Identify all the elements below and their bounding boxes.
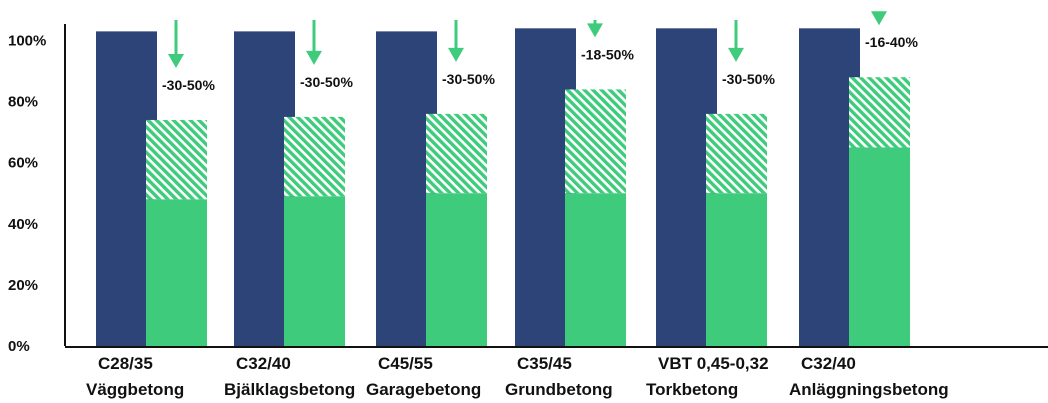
arrow-head-icon [871, 11, 887, 26]
bar-reduction-range [849, 77, 910, 148]
category-code: VBT 0,45-0,32 [658, 354, 769, 373]
y-tick-label: 80% [8, 94, 38, 111]
bar-reduction-range [426, 113, 487, 194]
category-name: Torkbetong [646, 380, 738, 399]
reduction-label: -30-50% [442, 71, 495, 87]
bars-group [96, 28, 910, 347]
bar-reduction-range [146, 119, 207, 200]
bar-reduction-range [565, 89, 626, 194]
y-tick-label: 100% [8, 33, 46, 50]
arrow-head-icon [306, 50, 322, 65]
category-labels: C28/35 Väggbetong C32/40 Bjälklagsbetong C45… [86, 354, 949, 399]
bar-reduced [426, 193, 487, 346]
y-tick-label: 40% [8, 216, 38, 233]
category-name: Bjälklagsbetong [224, 380, 355, 399]
bar-reduction-range [284, 116, 345, 197]
reduction-labels: -30-50% -30-50% -30-50% -18-50% -30-50% -16-4… [162, 34, 918, 93]
bar-reduced [849, 147, 910, 346]
y-tick-label: 0% [8, 338, 30, 355]
bar-reduction-range [706, 113, 767, 194]
reduction-label: -16-40% [865, 34, 918, 50]
reduction-label: -18-50% [581, 46, 634, 62]
bar-reduced [565, 193, 626, 346]
arrow-head-icon [168, 53, 184, 68]
reduction-label: -30-50% [722, 71, 775, 87]
arrow-head-icon [728, 47, 744, 62]
y-axis-ticks: 0% 20% 40% 60% 80% 100% [8, 33, 46, 355]
category-code: C32/40 [236, 354, 291, 373]
bar-reduced [706, 193, 767, 346]
category-name: Garagebetong [366, 380, 481, 399]
reduction-arrows [168, 11, 887, 68]
category-name: Väggbetong [86, 380, 184, 399]
category-code: C45/55 [378, 354, 433, 373]
reduction-label: -30-50% [162, 77, 215, 93]
reduction-label: -30-50% [300, 74, 353, 90]
y-tick-label: 20% [8, 277, 38, 294]
bar-reduced [284, 196, 345, 346]
category-code: C28/35 [98, 354, 153, 373]
category-name: Anläggningsbetong [789, 380, 949, 399]
arrow-head-icon [448, 47, 464, 62]
y-tick-label: 60% [8, 155, 38, 172]
bar-reduced [146, 199, 207, 346]
category-code: C32/40 [801, 354, 856, 373]
category-code: C35/45 [517, 354, 572, 373]
arrow-head-icon [587, 23, 603, 38]
category-name: Grundbetong [505, 380, 613, 399]
